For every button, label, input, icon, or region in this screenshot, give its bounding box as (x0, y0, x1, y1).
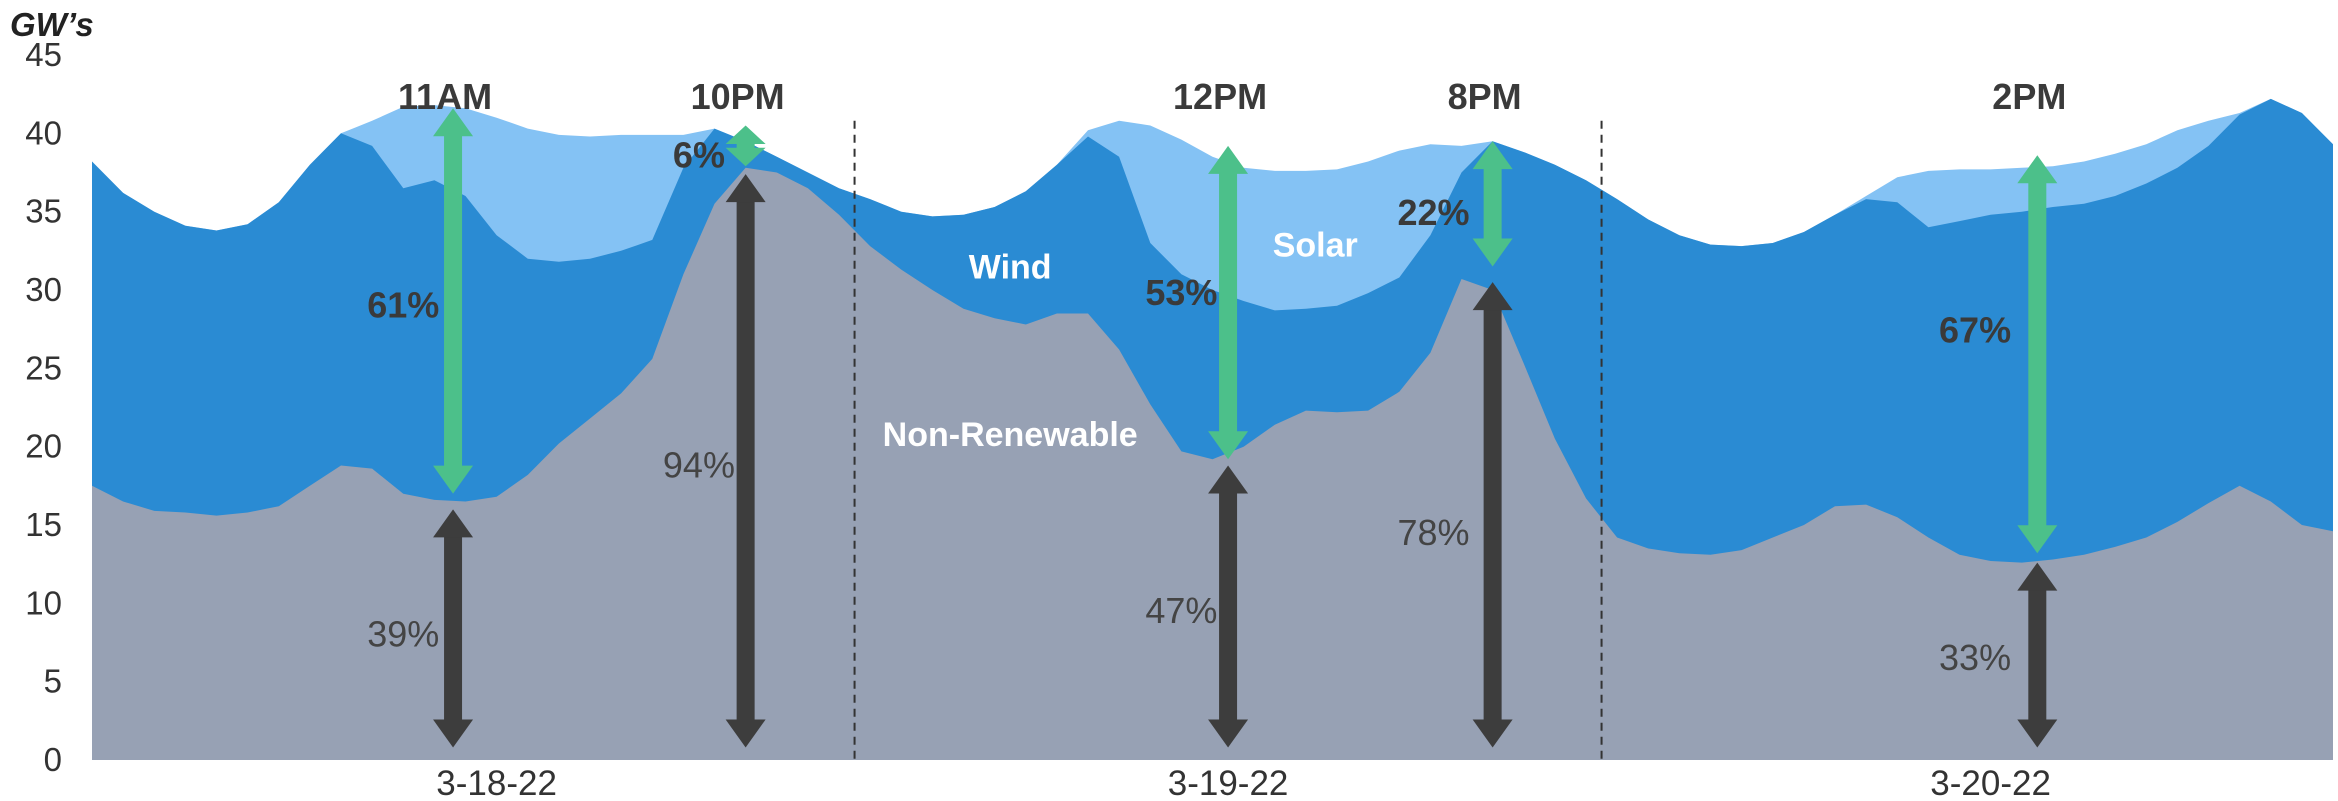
time-label: 12PM (1173, 76, 1267, 117)
x-tick-label: 3-18-22 (436, 764, 557, 801)
y-tick-label: 35 (25, 193, 62, 230)
y-tick-label: 30 (25, 271, 62, 308)
renewable-share-arrow (1208, 145, 1249, 460)
renewable-pct-label: 53% (1145, 272, 1217, 313)
stacked-areas (92, 98, 2333, 760)
x-tick-label: 3-19-22 (1168, 764, 1289, 801)
renewable-share-arrow (1472, 141, 1513, 267)
series-label: Non-Renewable (883, 416, 1138, 454)
area-non-renewable (92, 167, 2333, 760)
annotations: 11AM 61% 39% 10PM 6% 94% 12PM 53% 47% 8PM 22% 78% 2P… (367, 76, 2066, 748)
renewable-pct-label: 22% (1397, 192, 1469, 233)
nonrenewable-pct-label: 33% (1939, 637, 2011, 678)
series-label: Solar (1273, 227, 1358, 265)
day-dividers (853, 120, 1603, 760)
x-tick-label: 3-20-22 (1930, 764, 2051, 801)
y-axis-label: GW’s (10, 6, 94, 43)
series-label: Wind (969, 249, 1052, 287)
time-label: 2PM (1992, 76, 2066, 117)
y-tick-label: 10 (25, 584, 62, 621)
renewable-share-arrow (2017, 155, 2058, 554)
y-tick-label: 0 (44, 741, 62, 778)
y-tick-label: 25 (25, 349, 62, 386)
y-axis: 0 5 10 15 20 25 30 35 40 45 (25, 36, 62, 778)
y-tick-label: 20 (25, 428, 62, 465)
nonrenewable-pct-label: 47% (1145, 590, 1217, 631)
y-tick-label: 40 (25, 114, 62, 151)
nonrenewable-share-arrow (433, 509, 474, 748)
y-tick-label: 5 (44, 663, 62, 700)
renewable-pct-label: 61% (367, 285, 439, 326)
renewable-pct-label: 6% (673, 134, 725, 175)
nonrenewable-pct-label: 39% (367, 614, 439, 655)
nonrenewable-pct-label: 94% (663, 444, 735, 485)
x-axis: 3-18-22 3-19-22 3-20-22 (436, 764, 2051, 801)
y-tick-label: 45 (25, 36, 62, 73)
renewable-share-arrow (725, 125, 766, 167)
renewable-pct-label: 67% (1939, 310, 2011, 351)
time-label: 11AM (398, 76, 492, 117)
series-labels: Wind Solar Non-Renewable (883, 227, 1358, 455)
nonrenewable-share-arrow (725, 174, 766, 748)
nonrenewable-pct-label: 78% (1397, 512, 1469, 553)
renewable-share-arrow (433, 108, 474, 494)
time-label: 8PM (1448, 76, 1522, 117)
nonrenewable-share-arrow (1472, 282, 1513, 748)
nonrenewable-share-arrow (2017, 562, 2058, 748)
y-tick-label: 15 (25, 506, 62, 543)
time-label: 10PM (691, 76, 785, 117)
nonrenewable-share-arrow (1208, 465, 1249, 748)
